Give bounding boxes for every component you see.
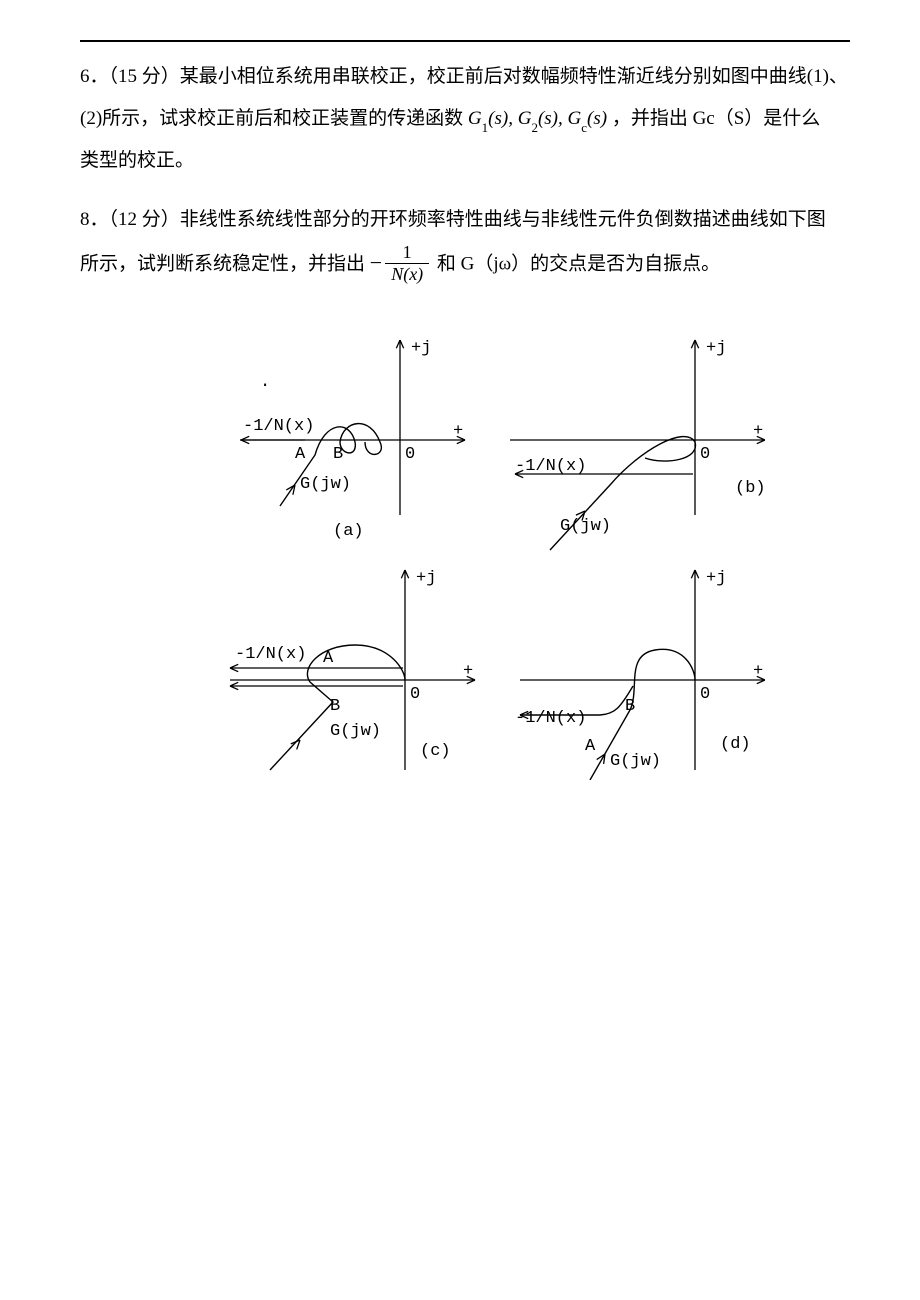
- svg-text:+j: +j: [706, 569, 726, 588]
- q8-paragraph: 8．（12 分）非线性系统线性部分的开环频率特性曲线与非线性元件负倒数描述曲线如…: [80, 199, 850, 289]
- svg-text:B: B: [330, 697, 340, 716]
- svg-text:+: +: [463, 662, 473, 681]
- svg-text:0: 0: [410, 685, 420, 704]
- q6-g2: G: [518, 108, 532, 129]
- svg-text:(b): (b): [735, 479, 765, 498]
- svg-text:(c): (c): [420, 742, 451, 761]
- q6-line2-prefix: (2)所示，试求校正前后和校正装置的传递函数: [80, 108, 463, 129]
- q8-frac-num: 1: [385, 243, 429, 264]
- q6-gc-sub: c: [581, 120, 587, 135]
- svg-text:+: +: [753, 662, 763, 681]
- q8-line2-prefix: 所示，试判断系统稳定性，并指出: [80, 254, 365, 275]
- svg-text:B: B: [625, 697, 635, 716]
- q6-g1: G: [468, 108, 482, 129]
- q8-fraction: 1N(x): [385, 243, 429, 284]
- svg-text:+j: +j: [416, 569, 436, 588]
- svg-text:.: .: [260, 373, 270, 392]
- svg-text:+: +: [753, 422, 763, 441]
- q8-frac-den: N(x): [385, 264, 429, 284]
- svg-text:G(jw): G(jw): [330, 722, 381, 741]
- q6-line1: 6．（15 分）某最小相位系统用串联校正，校正前后对数幅频特性渐近线分别如图中曲…: [80, 66, 848, 87]
- q6-g2-sub: 2: [531, 120, 538, 135]
- q6-g1-sub: 1: [482, 120, 489, 135]
- svg-text:0: 0: [700, 445, 710, 464]
- svg-text:-1/N(x): -1/N(x): [515, 709, 586, 728]
- svg-text:0: 0: [405, 445, 415, 464]
- figure-block: +j +0 -1/N(x) G(jw) A B (a). +j +0 -1/N(x) G(jw) (b…: [80, 310, 850, 780]
- top-horizontal-rule: [80, 40, 850, 42]
- svg-text:-1/N(x): -1/N(x): [243, 417, 314, 436]
- q8-line1: 8．（12 分）非线性系统线性部分的开环频率特性曲线与非线性元件负倒数描述曲线如…: [80, 209, 826, 230]
- svg-text:A: A: [585, 737, 596, 756]
- svg-text:+j: +j: [411, 339, 431, 358]
- svg-text:(a): (a): [333, 522, 364, 541]
- q6-g1-arg: (s),: [488, 108, 513, 129]
- svg-text:0: 0: [700, 685, 710, 704]
- q8-line2-suffix: 和 G（jω）的交点是否为自振点。: [437, 254, 720, 275]
- q8-minus: −: [370, 250, 382, 275]
- svg-text:G(jw): G(jw): [300, 475, 351, 494]
- q6-line2-suffix: ，并指出 Gc（S）是什么: [612, 108, 820, 129]
- svg-text:A: A: [295, 445, 306, 464]
- svg-text:-1/N(x): -1/N(x): [515, 457, 586, 476]
- svg-text:A: A: [323, 649, 334, 668]
- q6-gc: G: [568, 108, 582, 129]
- q6-g2-arg: (s),: [538, 108, 563, 129]
- svg-text:G(jw): G(jw): [560, 517, 611, 536]
- q6-paragraph: 6．（15 分）某最小相位系统用串联校正，校正前后对数幅频特性渐近线分别如图中曲…: [80, 56, 850, 181]
- svg-text:+j: +j: [706, 339, 726, 358]
- svg-text:+: +: [453, 422, 463, 441]
- q6-line3: 类型的校正。: [80, 150, 194, 171]
- svg-text:B: B: [333, 445, 343, 464]
- q6-gc-arg: (s): [587, 108, 607, 129]
- svg-text:-1/N(x): -1/N(x): [235, 645, 306, 664]
- svg-text:(d): (d): [720, 735, 751, 754]
- svg-text:G(jw): G(jw): [610, 752, 661, 771]
- nyquist-diagrams-svg: +j +0 -1/N(x) G(jw) A B (a). +j +0 -1/N(x) G(jw) (b…: [165, 310, 765, 780]
